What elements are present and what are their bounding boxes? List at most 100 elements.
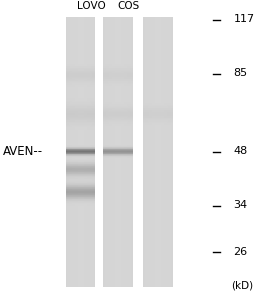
Bar — [143, 223, 173, 224]
Bar — [103, 94, 133, 95]
Bar — [79, 16, 80, 286]
Bar — [103, 266, 133, 267]
Bar — [103, 39, 133, 40]
Bar — [66, 243, 95, 244]
Bar — [103, 38, 133, 39]
Bar — [143, 145, 173, 146]
Bar — [143, 142, 173, 143]
Bar — [103, 200, 133, 201]
Bar — [143, 38, 173, 39]
Bar — [66, 126, 95, 127]
Bar — [143, 92, 173, 93]
Bar — [103, 121, 133, 122]
Bar — [143, 68, 173, 69]
Bar — [143, 63, 173, 64]
Bar — [66, 251, 95, 252]
Bar — [66, 153, 95, 154]
Bar — [103, 209, 133, 210]
Bar — [103, 52, 133, 53]
Bar — [66, 225, 95, 226]
Bar — [143, 254, 173, 255]
Bar — [143, 45, 173, 46]
Bar — [143, 158, 173, 159]
Bar — [143, 227, 173, 228]
Bar — [103, 179, 133, 180]
Bar — [143, 140, 173, 141]
Bar — [143, 152, 173, 153]
Bar — [66, 136, 95, 137]
Bar — [143, 66, 173, 67]
Bar — [66, 176, 95, 177]
Bar — [143, 178, 173, 179]
Bar — [103, 16, 133, 17]
Bar — [66, 179, 95, 180]
Bar — [66, 34, 95, 35]
Bar — [66, 255, 95, 256]
Bar — [66, 254, 95, 255]
Bar — [66, 223, 95, 224]
Bar — [143, 210, 173, 211]
Bar — [143, 245, 173, 246]
Bar — [66, 192, 95, 193]
Bar — [103, 138, 133, 139]
Bar — [66, 87, 95, 88]
Bar — [143, 270, 173, 271]
Bar — [66, 164, 95, 165]
Bar — [103, 111, 133, 112]
Bar — [143, 280, 173, 281]
Bar — [66, 270, 95, 271]
Bar — [66, 261, 95, 262]
Bar — [143, 59, 173, 60]
Bar — [143, 262, 173, 263]
Bar — [143, 271, 173, 272]
Bar — [103, 152, 133, 153]
Bar — [66, 246, 95, 247]
Bar — [66, 222, 95, 223]
Bar — [66, 83, 95, 84]
Bar — [66, 187, 95, 188]
Bar — [103, 285, 133, 286]
Bar — [103, 59, 133, 60]
Bar — [103, 162, 133, 163]
Bar — [103, 89, 133, 90]
Bar — [143, 117, 173, 118]
Bar — [66, 140, 95, 141]
Bar — [103, 159, 133, 160]
Bar — [103, 283, 133, 284]
Bar — [103, 137, 133, 138]
Bar — [143, 156, 173, 157]
Bar — [66, 272, 95, 273]
Bar — [103, 180, 133, 181]
Bar — [103, 185, 133, 186]
Bar — [143, 144, 173, 145]
Bar — [143, 153, 173, 154]
Bar — [143, 101, 173, 102]
Bar — [143, 225, 173, 226]
Bar — [103, 46, 133, 47]
Bar — [67, 16, 69, 286]
Bar — [103, 153, 133, 154]
Bar — [66, 148, 95, 149]
Bar — [103, 232, 133, 233]
Bar — [66, 116, 95, 117]
Bar — [103, 117, 133, 118]
Bar — [66, 260, 95, 261]
Bar — [103, 34, 133, 35]
Bar — [143, 84, 173, 85]
Bar — [66, 185, 95, 186]
Bar — [103, 127, 133, 128]
Bar — [143, 186, 173, 187]
Bar — [143, 260, 173, 261]
Bar — [143, 81, 173, 82]
Bar — [171, 16, 173, 286]
Bar — [103, 192, 133, 193]
Bar — [66, 29, 95, 30]
Bar — [78, 16, 79, 286]
Bar — [143, 80, 173, 81]
Bar — [103, 41, 133, 42]
Bar — [103, 258, 133, 259]
Bar — [143, 255, 173, 256]
Bar — [66, 88, 95, 89]
Bar — [66, 266, 95, 267]
Bar — [103, 189, 133, 190]
